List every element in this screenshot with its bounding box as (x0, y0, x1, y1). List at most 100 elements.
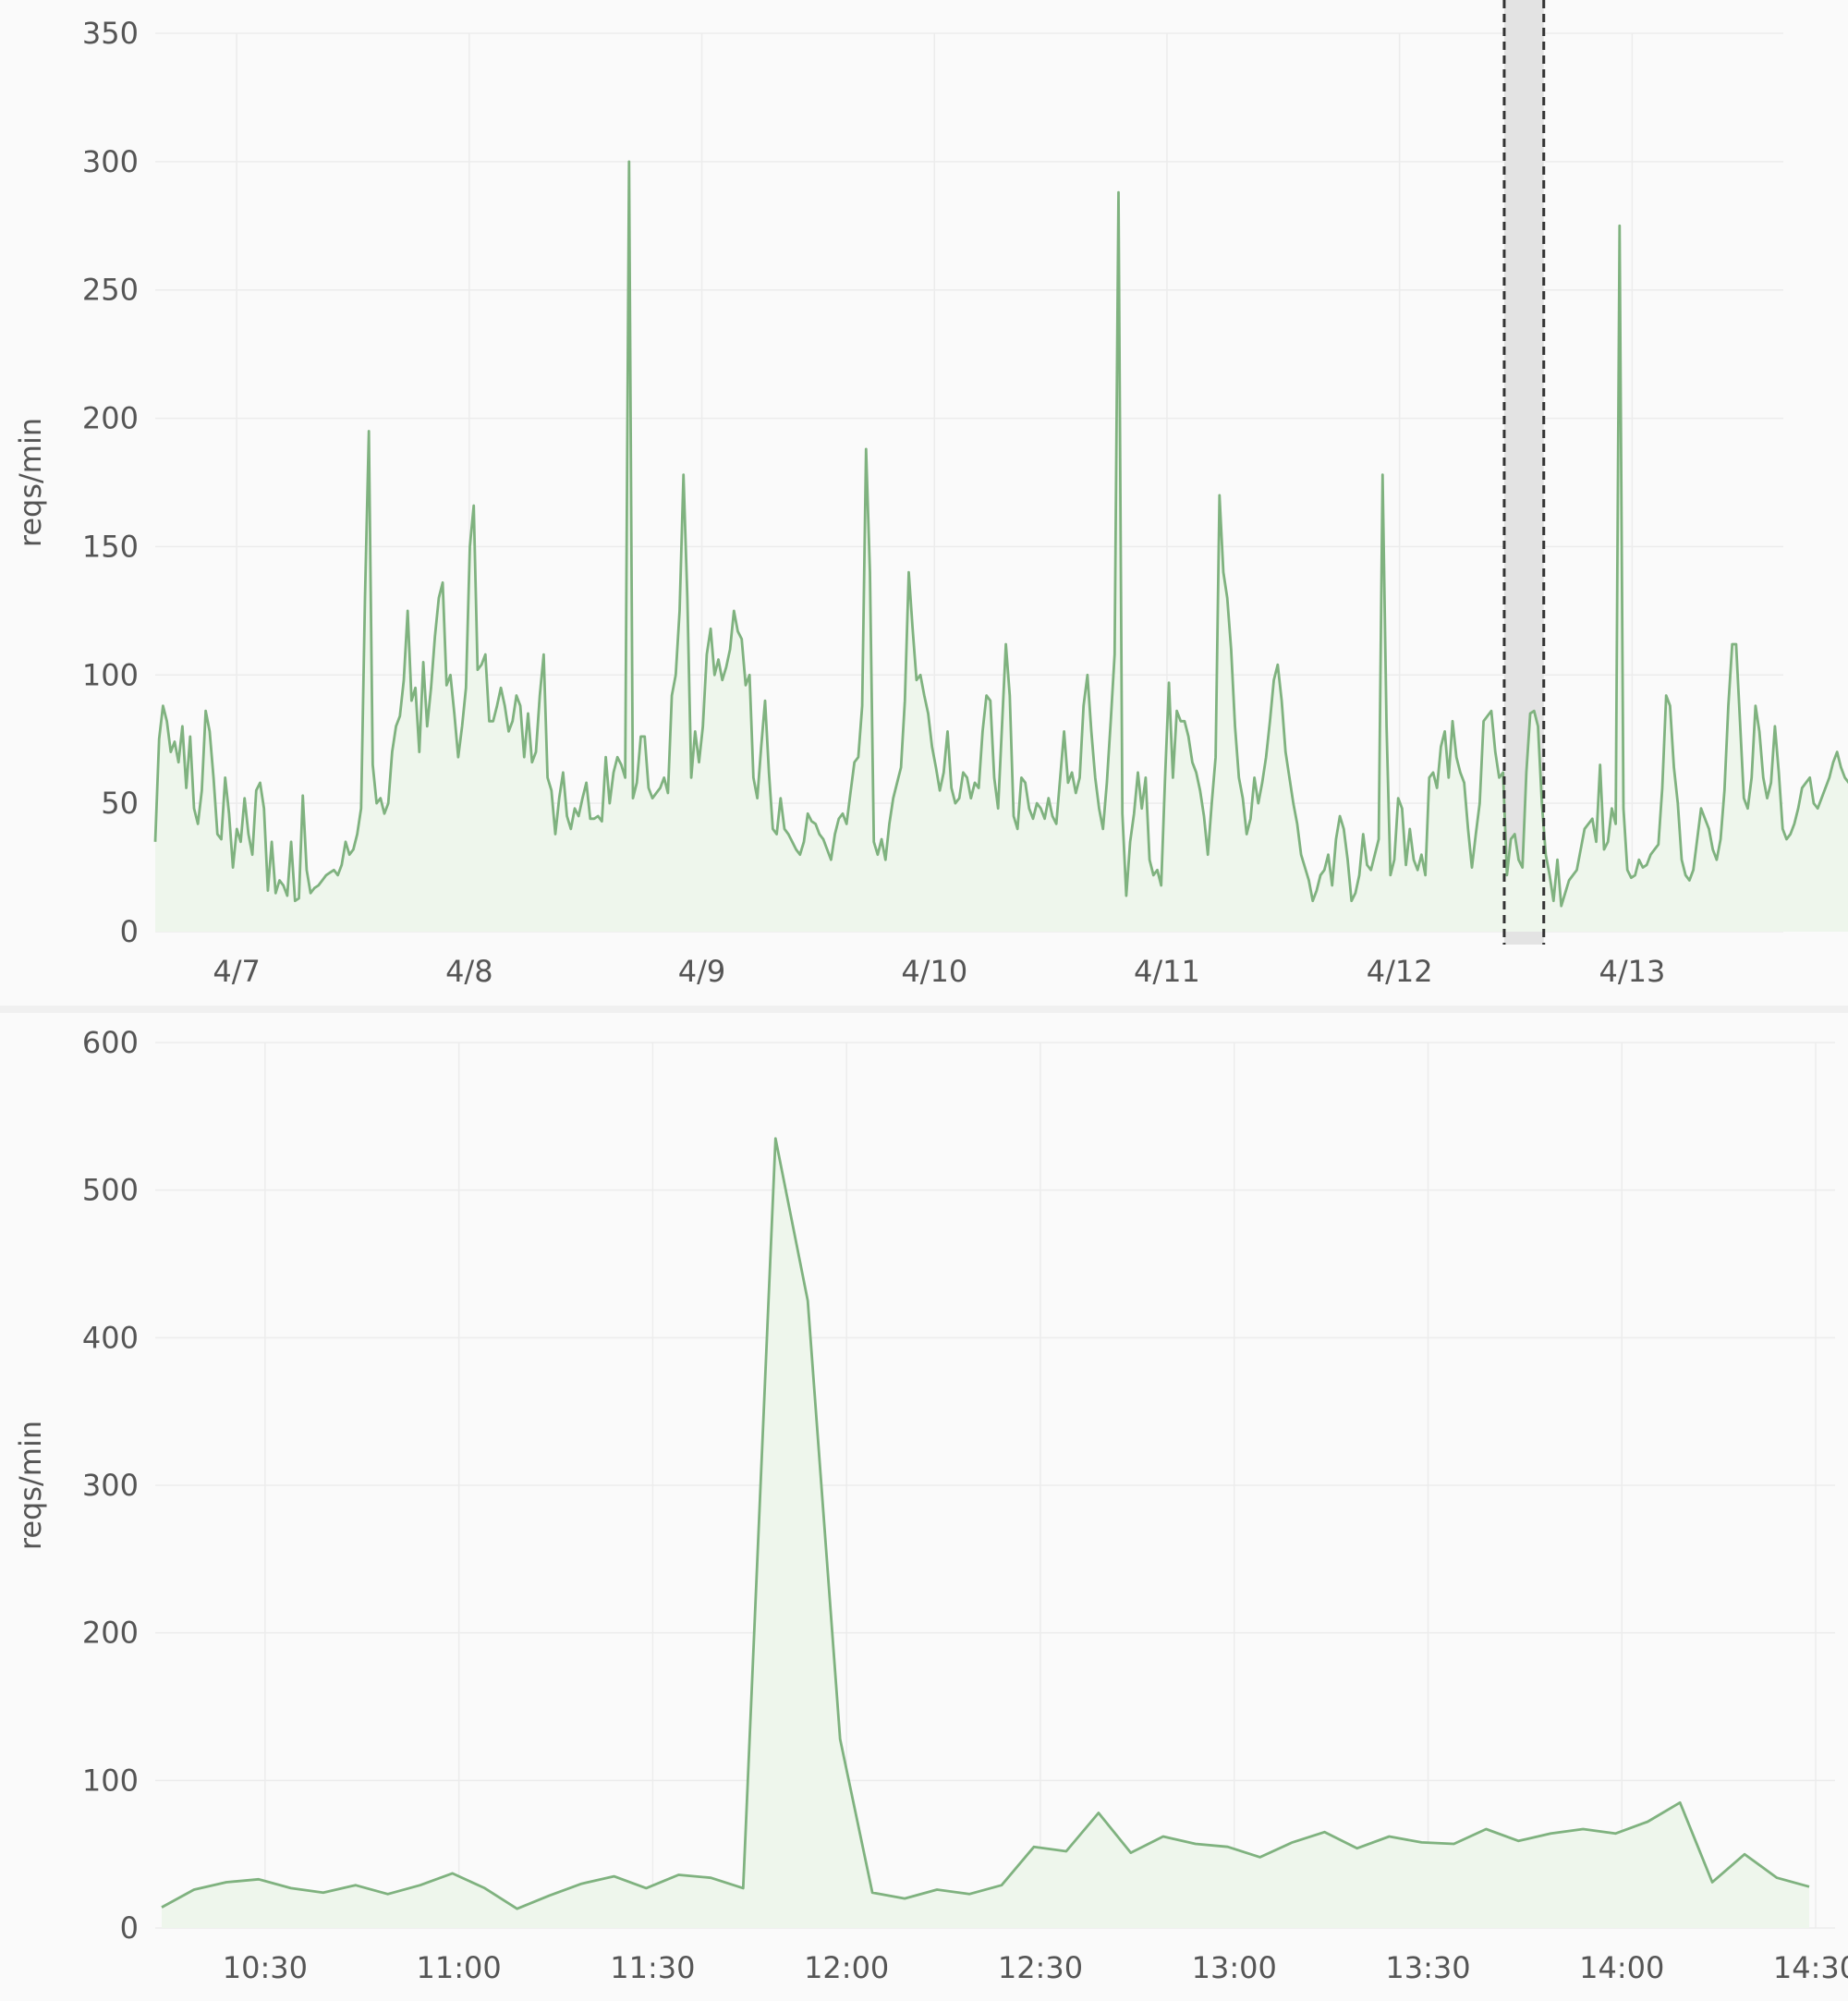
data-point (950, 787, 954, 790)
data-point (1258, 1855, 1262, 1859)
x-tick-label: 4/8 (445, 954, 493, 989)
data-point (161, 704, 164, 708)
data-point (1357, 873, 1361, 877)
data-point (157, 738, 161, 741)
data-point (1163, 775, 1167, 779)
data-point (654, 791, 658, 795)
data-point (1156, 868, 1160, 872)
data-point (814, 822, 818, 825)
data-point (212, 775, 215, 779)
data-point (220, 837, 224, 841)
data-point (701, 725, 705, 728)
data-point (892, 797, 895, 800)
data-point (451, 1872, 455, 1875)
data-point (888, 822, 892, 825)
data-point (1356, 1847, 1359, 1850)
data-point (659, 787, 663, 790)
data-point (1486, 714, 1489, 718)
data-point (967, 1892, 971, 1896)
data-point (492, 719, 495, 723)
data-point (744, 683, 748, 687)
data-point (282, 884, 286, 887)
data-point (992, 775, 996, 779)
data-point (773, 1137, 777, 1141)
data-point (1793, 822, 1796, 825)
data-point (1105, 781, 1109, 785)
data-point (1226, 1845, 1230, 1848)
data-point (1516, 1839, 1520, 1843)
data-point (1696, 837, 1699, 841)
data-point (1575, 868, 1579, 872)
data-point (1458, 771, 1462, 775)
data-point (732, 609, 736, 613)
data-point (1229, 648, 1233, 652)
data-point (624, 775, 627, 779)
data-point (1587, 822, 1590, 825)
data-point (1327, 853, 1331, 857)
data-point (1684, 873, 1687, 877)
data-point (1225, 596, 1229, 600)
data-point (1824, 787, 1828, 790)
series-line[interactable] (161, 1137, 1810, 1910)
data-point (670, 694, 674, 698)
data-point (721, 678, 724, 682)
data-point (961, 771, 965, 775)
data-point (1703, 817, 1707, 821)
data-point (1125, 894, 1128, 897)
data-point (1303, 866, 1307, 870)
data-point (1805, 781, 1808, 785)
data-point (225, 1881, 228, 1885)
data-point (829, 858, 833, 861)
y-tick-label: 50 (101, 786, 139, 821)
data-point (1754, 704, 1757, 708)
data-point (1004, 642, 1008, 646)
data-point (1129, 1851, 1133, 1855)
x-tick-label: 4/7 (213, 954, 261, 989)
data-point (1556, 858, 1560, 861)
data-point (1731, 642, 1734, 646)
data-point (1354, 891, 1357, 895)
data-point (1346, 858, 1350, 861)
data-point (262, 807, 266, 811)
data-point (1257, 801, 1260, 805)
data-point (1112, 653, 1116, 656)
data-point (857, 755, 860, 759)
data-point (1268, 719, 1271, 723)
data-point (1493, 750, 1497, 754)
data-point (825, 848, 829, 851)
data-point (561, 771, 565, 775)
data-point (1451, 719, 1454, 723)
y-tick-label: 400 (82, 1320, 139, 1355)
data-point (589, 817, 592, 821)
series-line[interactable] (153, 160, 1848, 908)
data-point (196, 822, 200, 825)
data-point (724, 665, 728, 669)
data-point (1043, 817, 1047, 821)
data-point (259, 781, 262, 785)
data-point (1248, 817, 1252, 821)
data-point (340, 863, 344, 867)
data-point (425, 725, 429, 728)
data-point (1392, 858, 1396, 861)
data-point (169, 750, 173, 754)
data-point (1657, 843, 1660, 847)
data-point (1385, 725, 1389, 728)
detail-chart[interactable]: 0 100 200 300 400 500 600 10:30 11:00 11:30 12:00 1… (0, 1013, 1848, 2001)
data-point (433, 635, 437, 639)
data-point (1361, 833, 1365, 836)
data-point (224, 775, 227, 779)
data-point (1400, 807, 1404, 811)
data-point (1064, 1849, 1068, 1853)
data-point (351, 848, 355, 851)
data-point (709, 627, 712, 630)
y-tick-label: 200 (82, 401, 139, 436)
overview-chart[interactable]: 0 50 100 150 200 250 300 350 4/7 4/8 4/9 4/10 4/11 4/… (0, 0, 1848, 1006)
data-point (596, 814, 600, 818)
data-point (682, 473, 686, 477)
data-point (321, 879, 324, 883)
data-point (650, 797, 654, 800)
data-point (254, 788, 258, 792)
data-point (1051, 814, 1054, 818)
data-point (185, 787, 188, 790)
data-point (1089, 729, 1093, 733)
